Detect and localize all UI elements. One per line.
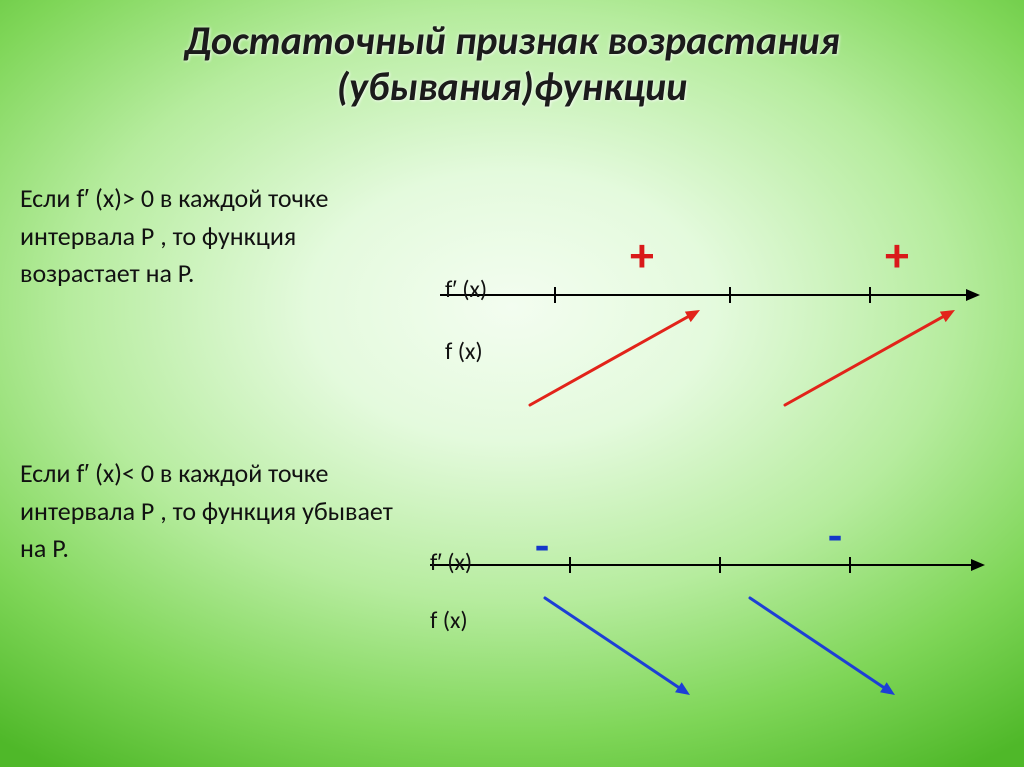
title-line1: Достаточный признак возрастания bbox=[0, 18, 1024, 64]
title-line2: (убывания)функции bbox=[0, 64, 1024, 110]
slide-content: Если f′ (x)> 0 в каждой точке интервала … bbox=[20, 165, 1004, 745]
sign-label: + bbox=[630, 225, 654, 284]
paragraph-decreasing: Если f′ (x)< 0 в каждой точке интервала … bbox=[20, 455, 420, 568]
diagram-decreasing: f′ (x)f (x)-- bbox=[430, 530, 1000, 700]
axis-label-top: f′ (x) bbox=[430, 548, 472, 577]
sign-label: - bbox=[535, 518, 549, 574]
axis-label-bottom: f (x) bbox=[445, 337, 483, 366]
diagram-decreasing-svg bbox=[430, 530, 1000, 700]
axis-label-top: f′ (x) bbox=[445, 275, 487, 304]
diagram-increasing: f′ (x)f (x)++ bbox=[440, 245, 1000, 415]
slide-title: Достаточный признак возрастания (убывани… bbox=[0, 0, 1024, 110]
sign-label: - bbox=[828, 508, 842, 564]
sign-label: + bbox=[885, 225, 909, 284]
diagram-increasing-svg bbox=[440, 245, 1000, 415]
axis-label-bottom: f (x) bbox=[430, 606, 468, 635]
paragraph-increasing: Если f′ (x)> 0 в каждой точке интервала … bbox=[20, 180, 420, 293]
